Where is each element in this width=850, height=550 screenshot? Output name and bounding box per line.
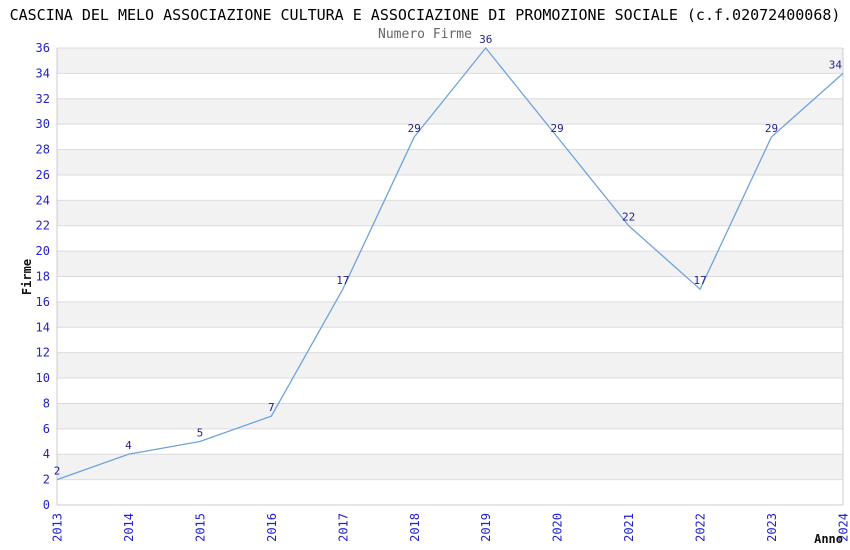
x-tick-label: 2016 — [265, 513, 279, 542]
y-tick-label: 0 — [43, 498, 50, 512]
data-point-label: 7 — [268, 401, 275, 414]
y-tick-label: 14 — [36, 320, 50, 334]
series-line — [56, 46, 844, 481]
y-axis-title: Firme — [20, 259, 34, 295]
x-tick-label: 2015 — [193, 513, 207, 542]
x-axis-title: Anno — [814, 532, 843, 546]
y-tick-label: 16 — [36, 295, 50, 309]
y-tick-label: 28 — [36, 143, 50, 157]
plot-band — [57, 98, 843, 125]
y-tick-label: 36 — [36, 41, 50, 55]
data-point-label: 22 — [622, 211, 635, 224]
x-tick-label: 2018 — [408, 513, 422, 542]
y-tick-label: 2 — [43, 473, 50, 487]
y-tick-label: 30 — [36, 117, 50, 131]
y-tick-label: 34 — [36, 66, 50, 80]
plot-band — [57, 48, 843, 74]
y-tick-label: 8 — [43, 396, 50, 410]
y-tick-label: 22 — [36, 219, 50, 233]
plot-band — [57, 149, 843, 175]
data-point-label: 29 — [551, 122, 564, 135]
y-tick-label: 32 — [36, 92, 50, 106]
x-tick-label: 2022 — [694, 513, 708, 542]
data-point-label: 34 — [829, 58, 843, 71]
chart-title: CASCINA DEL MELO ASSOCIAZIONE CULTURA E … — [9, 6, 841, 24]
y-tick-label: 12 — [36, 346, 50, 360]
data-point-label: 29 — [765, 122, 778, 135]
data-point-label: 36 — [479, 33, 492, 46]
plot-band — [57, 200, 843, 226]
y-tick-label: 26 — [36, 168, 50, 182]
plot-band — [57, 352, 843, 379]
x-tick-label: 2014 — [122, 513, 136, 542]
data-point-label: 17 — [336, 274, 349, 287]
chart-subtitle: Numero Firme — [378, 27, 472, 42]
plot-band — [57, 251, 843, 277]
data-point-label: 2 — [54, 465, 61, 478]
y-tick-label: 24 — [36, 193, 50, 207]
y-tick-label: 18 — [36, 270, 50, 284]
data-point-label: 4 — [125, 439, 132, 452]
plot-band — [57, 403, 843, 429]
x-tick-label: 2023 — [765, 513, 779, 542]
data-point-label: 17 — [693, 274, 706, 287]
x-tick-label: 2017 — [336, 513, 350, 542]
y-tick-label: 10 — [36, 371, 50, 385]
x-tick-label: 2024 — [837, 513, 850, 542]
y-tick-label: 20 — [36, 244, 50, 258]
plot-band — [57, 301, 843, 328]
x-tick-label: 2020 — [551, 513, 565, 542]
x-tick-label: 2019 — [479, 513, 493, 542]
x-tick-label: 2013 — [51, 513, 65, 542]
data-point-label: 29 — [408, 122, 421, 135]
y-tick-label: 6 — [43, 422, 50, 436]
data-point-label: 5 — [197, 427, 204, 440]
plot-band — [57, 454, 843, 480]
x-tick-label: 2021 — [622, 513, 636, 542]
y-tick-label: 4 — [43, 447, 50, 461]
